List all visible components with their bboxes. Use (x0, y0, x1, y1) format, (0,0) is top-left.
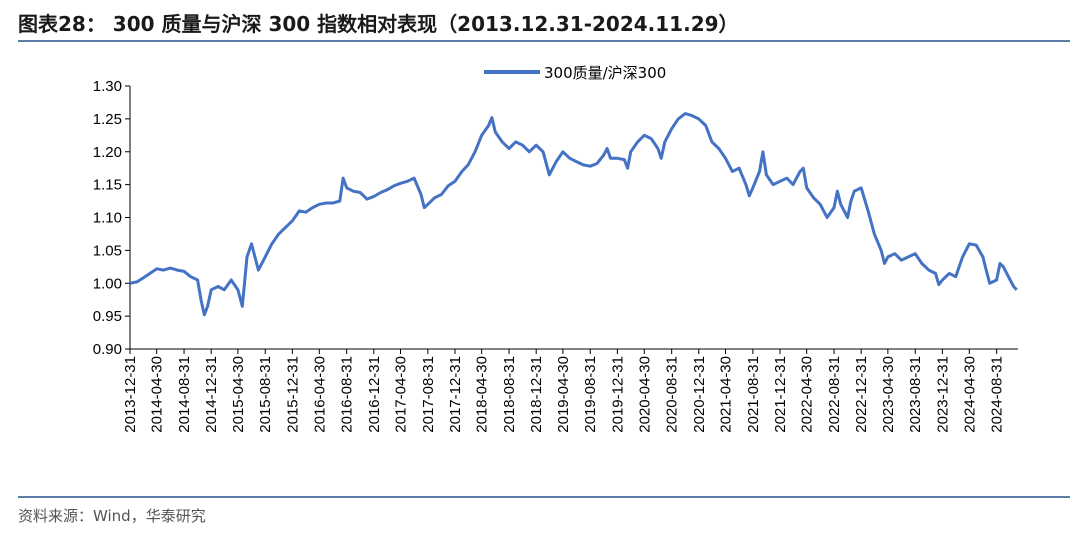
x-tick-label: 2020-08-31 (664, 356, 681, 433)
y-tick-label: 1.30 (93, 78, 122, 95)
x-tick-label: 2013-12-31 (122, 356, 139, 433)
y-tick-label: 1.15 (93, 177, 122, 194)
x-tick-label: 2021-12-31 (772, 356, 789, 433)
x-tick-label: 2015-12-31 (284, 356, 301, 433)
y-tick-label: 1.20 (93, 144, 122, 161)
x-tick-label: 2016-04-30 (311, 356, 328, 433)
x-tick-label: 2022-12-31 (853, 356, 870, 433)
source-note: 资料来源：Wind，华泰研究 (18, 507, 206, 525)
y-tick-label: 1.25 (93, 111, 122, 128)
x-tick-label: 2019-04-30 (555, 356, 572, 433)
y-tick-label: 1.05 (93, 242, 122, 259)
x-tick-label: 2016-08-31 (339, 356, 356, 433)
chart-axes (125, 85, 1018, 354)
y-tick-label: 0.90 (93, 341, 122, 358)
x-tick-label: 2014-08-31 (176, 356, 193, 433)
series-layer (129, 112, 1018, 317)
x-tick-label: 2019-08-31 (582, 356, 599, 433)
x-tick-label: 2016-12-31 (366, 356, 383, 433)
y-tick-labels: 0.90 0.95 1.00 1.05 1.10 1.15 1.20 1.25 1.30 (93, 78, 122, 358)
x-tick-label: 2014-12-31 (203, 356, 220, 433)
legend-label: 300质量/沪深300 (544, 64, 666, 82)
x-tick-label: 2017-12-31 (447, 356, 464, 433)
y-tick-label: 0.95 (93, 308, 122, 325)
x-tick-label: 2024-08-31 (989, 356, 1006, 433)
x-tick-label: 2018-04-30 (474, 356, 491, 433)
x-tick-label: 2021-08-31 (745, 356, 762, 433)
series-line (129, 112, 1018, 317)
line-chart: 0.90 0.95 1.00 1.05 1.10 1.15 1.20 1.25 1.30 201… (93, 64, 1018, 433)
x-tick-label: 2022-04-30 (799, 356, 816, 433)
x-tick-label: 2015-08-31 (257, 356, 274, 433)
x-tick-label: 2023-08-31 (907, 356, 924, 433)
x-tick-label: 2021-04-30 (717, 356, 734, 433)
x-tick-label: 2023-12-31 (934, 356, 951, 433)
x-tick-label: 2020-04-30 (636, 356, 653, 433)
y-tick-label: 1.10 (93, 210, 122, 227)
x-tick-label: 2023-04-30 (880, 356, 897, 433)
x-tick-label: 2017-04-30 (392, 356, 409, 433)
x-tick-label: 2024-04-30 (961, 356, 978, 433)
title-rule (18, 40, 1070, 42)
x-tick-label: 2017-08-31 (420, 356, 437, 433)
y-tick-label: 1.00 (93, 275, 122, 292)
source-rule (18, 496, 1070, 498)
x-tick-label: 2022-08-31 (826, 356, 843, 433)
x-tick-label: 2018-08-31 (501, 356, 518, 433)
x-tick-label: 2018-12-31 (528, 356, 545, 433)
figure-title: 图表28： 300 质量与沪深 300 指数相对表现（2013.12.31-20… (18, 12, 739, 36)
x-tick-label: 2019-12-31 (609, 356, 626, 433)
x-tick-label: 2015-04-30 (230, 356, 247, 433)
x-tick-labels: 2013-12-31 2014-04-30 2014-08-31 2014-12-31… (122, 356, 1006, 433)
x-tick-label: 2014-04-30 (149, 356, 166, 433)
x-tick-label: 2020-12-31 (691, 356, 708, 433)
legend: 300质量/沪深300 (484, 64, 666, 82)
